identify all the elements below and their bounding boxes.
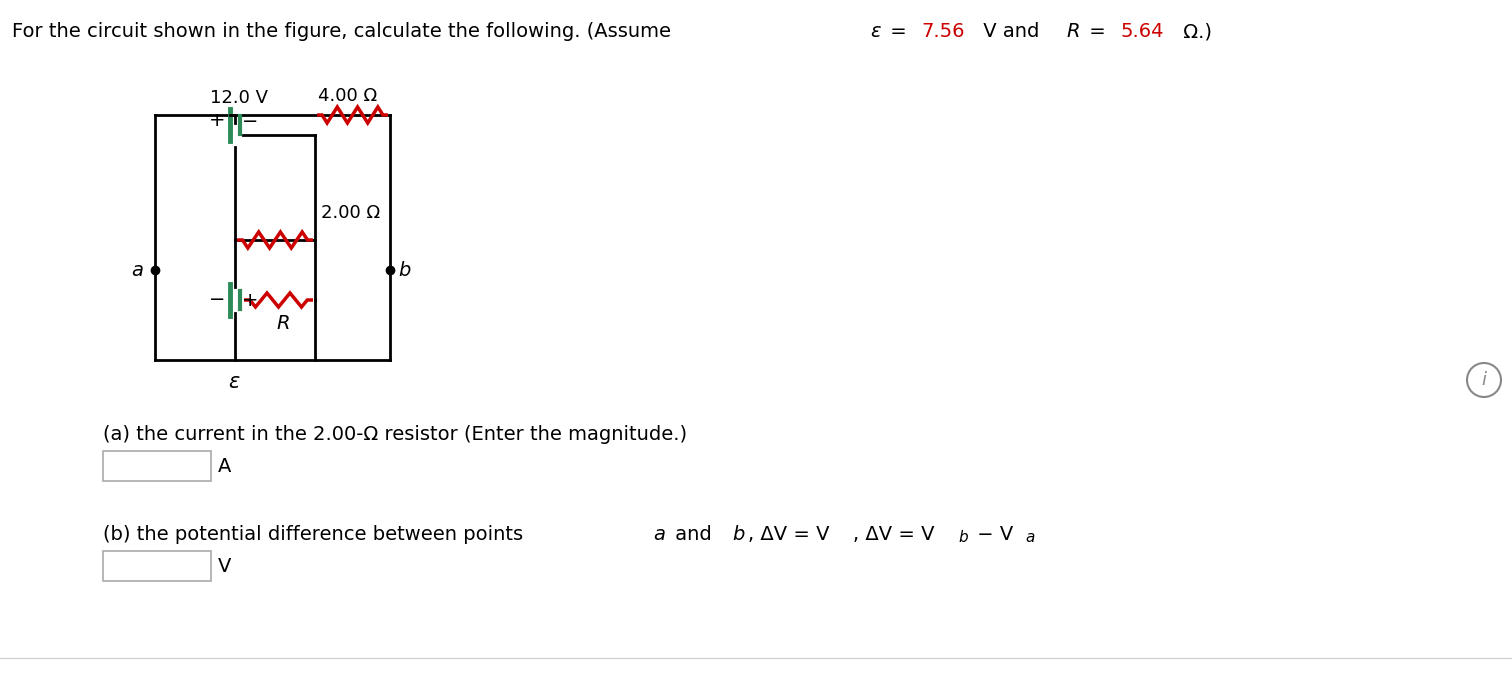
Text: +: + (242, 291, 259, 309)
Text: , ΔV = V: , ΔV = V (748, 525, 830, 544)
Text: 5.64: 5.64 (1120, 22, 1164, 41)
Text: For the circuit shown in the figure, calculate the following. (Assume: For the circuit shown in the figure, cal… (12, 22, 677, 41)
Text: a: a (653, 525, 665, 544)
Text: =: = (885, 22, 913, 41)
Text: ε: ε (228, 372, 239, 392)
Text: (b) the potential difference between points: (b) the potential difference between poi… (103, 525, 529, 544)
Text: R: R (1066, 22, 1080, 41)
Text: =: = (1084, 22, 1113, 41)
Text: ε: ε (871, 22, 881, 41)
Text: − V: − V (971, 525, 1013, 544)
Text: −: − (209, 291, 225, 309)
Text: V: V (218, 556, 231, 576)
Text: −: − (242, 111, 259, 131)
Text: 4.00 Ω: 4.00 Ω (318, 87, 376, 105)
Text: 2.00 Ω: 2.00 Ω (321, 204, 380, 222)
Text: i: i (1482, 371, 1486, 389)
Text: +: + (209, 111, 225, 131)
Text: 7.56: 7.56 (921, 22, 965, 41)
Text: (a) the current in the 2.00-Ω resistor (Enter the magnitude.): (a) the current in the 2.00-Ω resistor (… (103, 425, 686, 444)
Text: b: b (398, 260, 410, 280)
Text: and: and (668, 525, 718, 544)
Text: , ΔV = V: , ΔV = V (853, 525, 934, 544)
Text: b: b (959, 530, 968, 545)
Text: a: a (132, 260, 144, 280)
Text: Ω.): Ω.) (1176, 22, 1213, 41)
Text: V and: V and (977, 22, 1046, 41)
Text: R: R (277, 314, 290, 333)
FancyBboxPatch shape (103, 551, 212, 581)
Text: 12.0 V: 12.0 V (210, 89, 268, 107)
Text: A: A (218, 457, 231, 475)
Text: b: b (732, 525, 744, 544)
Text: a: a (1025, 530, 1034, 545)
FancyBboxPatch shape (103, 451, 212, 481)
